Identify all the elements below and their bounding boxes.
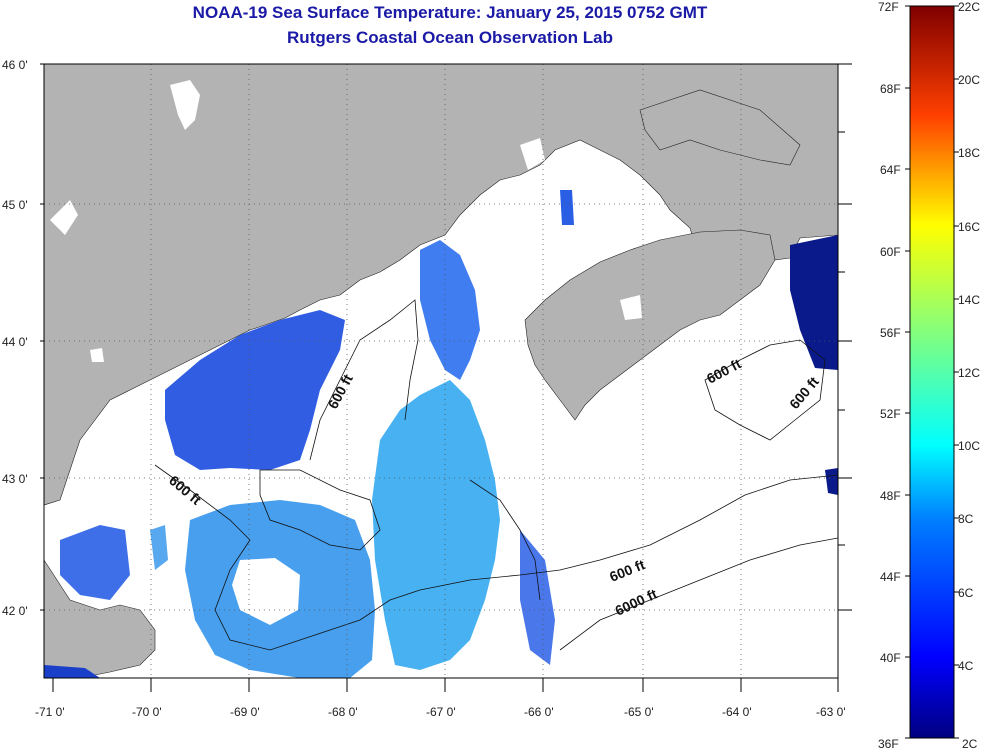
colorbar-f-label: 52F: [880, 407, 901, 421]
colorbar-c-label: 12C: [958, 366, 980, 380]
lat-label: 45 0': [2, 198, 28, 212]
latitude-labels: 46 0' 45 0' 44 0' 43 0' 42 0': [2, 58, 28, 618]
colorbar-c-label: 14C: [958, 293, 980, 307]
lon-label: -67 0': [426, 705, 456, 719]
map-area: 600 ft 600 ft 600 ft 600 ft 600 ft 6000 …: [44, 64, 838, 678]
lon-label: -68 0': [328, 705, 358, 719]
lon-label: -71 0': [35, 705, 65, 719]
colorbar: 72F 68F 64F 60F 56F 52F 48F 44F 40F 36F …: [878, 0, 980, 751]
colorbar-f-label: 64F: [880, 163, 901, 177]
colorbar-f-label: 56F: [880, 326, 901, 340]
longitude-labels: -71 0' -70 0' -69 0' -68 0' -67 0' -66 0…: [35, 705, 846, 719]
lat-label: 46 0': [2, 58, 28, 72]
map-subtitle: Rutgers Coastal Ocean Observation Lab: [287, 28, 613, 47]
lon-label: -66 0': [524, 705, 554, 719]
colorbar-c-label: 6C: [958, 586, 974, 600]
colorbar-f-label: 44F: [880, 570, 901, 584]
colorbar-c-label: 8C: [958, 512, 974, 526]
colorbar-f-label: 40F: [880, 651, 901, 665]
colorbar-c-label: 16C: [958, 220, 980, 234]
lon-label: -63 0': [816, 705, 846, 719]
colorbar-f-label: 72F: [878, 0, 899, 14]
lat-label: 42 0': [2, 604, 28, 618]
colorbar-f-label: 60F: [880, 245, 901, 259]
sst-mid-patches: [150, 380, 555, 678]
colorbar-c-label: 4C: [958, 659, 974, 673]
lon-label: -70 0': [132, 705, 162, 719]
lon-label: -65 0': [624, 705, 654, 719]
lat-label: 44 0': [2, 335, 28, 349]
sst-cold-patches: [44, 190, 838, 678]
colorbar-c-label: 2C: [962, 737, 978, 751]
lon-label: -64 0': [722, 705, 752, 719]
colorbar-c-label: 18C: [958, 146, 980, 160]
lon-label: -69 0': [230, 705, 260, 719]
inland-water: [50, 80, 642, 362]
colorbar-c-label: 10C: [958, 439, 980, 453]
colorbar-c-label: 22C: [958, 0, 980, 14]
colorbar-f-label: 48F: [880, 489, 901, 503]
colorbar-gradient: [909, 5, 955, 739]
lat-label: 43 0': [2, 472, 28, 486]
frame-ticks: [40, 63, 852, 692]
land: [44, 64, 838, 678]
map-title: NOAA-19 Sea Surface Temperature: January…: [192, 3, 708, 22]
bathymetry-contours: [154, 299, 838, 651]
colorbar-f-label: 68F: [880, 82, 901, 96]
colorbar-f-label: 36F: [878, 737, 899, 751]
colorbar-c-label: 20C: [958, 73, 980, 87]
map-frame: [43, 63, 839, 679]
